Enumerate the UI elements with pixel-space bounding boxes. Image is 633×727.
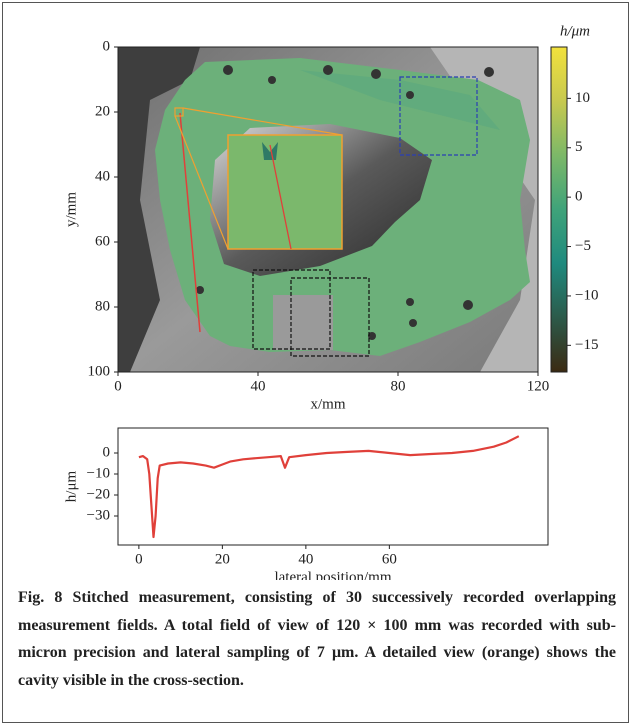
x-tick-label: 0	[114, 378, 122, 394]
colorbar-tick-label: 0	[575, 189, 583, 205]
x-tick-label: 20	[215, 551, 230, 567]
y-tick-label: 20	[95, 103, 110, 119]
y-tick-label: −20	[87, 486, 110, 502]
colorbar-label: h/μm	[560, 23, 590, 39]
y-tick-label: −30	[87, 507, 110, 523]
colorbar	[551, 47, 567, 372]
y-tick-label: 0	[103, 38, 111, 54]
y-axis-label: h/μm	[63, 470, 79, 502]
x-axis-label: lateral position/mm	[274, 569, 391, 580]
axes-frame	[118, 428, 548, 545]
y-tick-label: 80	[95, 298, 110, 314]
caption-label: Fig. 8	[18, 589, 62, 606]
boss	[273, 295, 333, 350]
y-axis-label: y/mm	[63, 192, 79, 227]
y-tick-label: 0	[103, 444, 111, 460]
caption: Fig. 8 Stitched measurement, consisting …	[18, 584, 616, 694]
x-tick-label: 0	[135, 551, 143, 567]
colorbar-tick-label: −10	[575, 287, 598, 303]
caption-text: Stitched measurement, consisting of 30 s…	[18, 589, 616, 689]
x-tick-label: 120	[527, 378, 550, 394]
x-tick-label: 40	[251, 378, 266, 394]
x-tick-label: 60	[382, 551, 397, 567]
image	[118, 47, 538, 372]
y-tick-label: 60	[95, 233, 110, 249]
colorbar-tick-label: 10	[575, 90, 590, 106]
y-tick-label: −10	[87, 465, 110, 481]
page: 04080120020406080100x/mmy/mm−15−10−50510…	[0, 0, 633, 727]
y-tick-label: 40	[95, 168, 110, 184]
x-tick-label: 40	[298, 551, 313, 567]
x-axis-label: x/mm	[310, 396, 345, 412]
data-line	[139, 436, 519, 537]
colorbar-tick-label: −5	[575, 238, 591, 254]
y-tick-label: 100	[88, 363, 111, 379]
x-tick-label: 80	[391, 378, 406, 394]
detail-inset	[228, 135, 342, 249]
colorbar-tick-label: 5	[575, 139, 583, 155]
colorbar-tick-label: −15	[575, 337, 598, 353]
